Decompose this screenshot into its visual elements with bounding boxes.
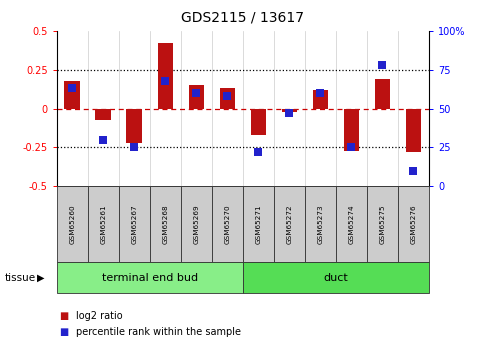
Text: GSM65273: GSM65273 [317, 205, 323, 244]
Text: GSM65271: GSM65271 [255, 205, 261, 244]
Bar [150, 186, 181, 262]
Bar [274, 186, 305, 262]
Point [254, 149, 262, 155]
Bar [181, 186, 212, 262]
Text: tissue: tissue [5, 273, 36, 283]
Bar [375, 79, 390, 109]
Text: terminal end bud: terminal end bud [102, 273, 198, 283]
Bar [250, 109, 266, 135]
Bar [313, 90, 328, 109]
Text: ■: ■ [59, 327, 69, 337]
Point [379, 62, 387, 68]
Text: GSM65274: GSM65274 [349, 205, 354, 244]
Point [99, 137, 107, 142]
Text: GSM65275: GSM65275 [380, 205, 386, 244]
Text: GDS2115 / 13617: GDS2115 / 13617 [181, 10, 304, 24]
Text: GSM65260: GSM65260 [69, 205, 75, 244]
Bar [65, 81, 80, 109]
Point [192, 90, 200, 96]
Bar [344, 109, 359, 150]
Bar [88, 186, 119, 262]
Bar [119, 186, 150, 262]
Point [348, 145, 355, 150]
Bar [127, 109, 142, 143]
Point [410, 168, 418, 174]
Point [285, 110, 293, 116]
Bar [336, 186, 367, 262]
Text: ■: ■ [59, 311, 69, 321]
Text: log2 ratio: log2 ratio [76, 311, 123, 321]
Bar [398, 186, 429, 262]
Point [130, 145, 138, 150]
Text: ▶: ▶ [37, 273, 45, 283]
Bar [219, 89, 235, 109]
Bar [157, 43, 173, 109]
Bar [57, 186, 88, 262]
Point [223, 93, 231, 99]
Text: GSM65269: GSM65269 [193, 205, 199, 244]
Text: GSM65270: GSM65270 [224, 205, 230, 244]
Point [161, 78, 169, 83]
Bar [367, 186, 398, 262]
Text: GSM65268: GSM65268 [162, 205, 168, 244]
Text: percentile rank within the sample: percentile rank within the sample [76, 327, 242, 337]
Text: GSM65261: GSM65261 [100, 205, 106, 244]
Bar [188, 86, 204, 109]
Text: GSM65272: GSM65272 [286, 205, 292, 244]
Text: GSM65276: GSM65276 [410, 205, 417, 244]
Bar [57, 262, 243, 293]
Point [317, 90, 324, 96]
Bar [96, 109, 111, 120]
Bar [243, 186, 274, 262]
Bar [243, 262, 429, 293]
Bar [406, 109, 421, 152]
Bar [282, 109, 297, 112]
Bar [305, 186, 336, 262]
Text: GSM65267: GSM65267 [131, 205, 137, 244]
Point [68, 86, 76, 91]
Text: duct: duct [323, 273, 348, 283]
Bar [212, 186, 243, 262]
